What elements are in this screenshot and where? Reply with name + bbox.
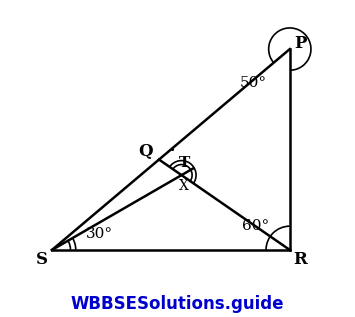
- Text: P: P: [294, 35, 307, 52]
- Text: 60°: 60°: [242, 219, 269, 233]
- Text: R: R: [294, 251, 307, 268]
- Text: X: X: [179, 179, 189, 193]
- Text: WBBSESolutions.guide: WBBSESolutions.guide: [71, 295, 284, 313]
- Text: S: S: [36, 251, 48, 268]
- Text: 50°: 50°: [239, 76, 266, 90]
- Text: Q: Q: [138, 143, 153, 160]
- Text: 30°: 30°: [86, 227, 113, 241]
- Text: T: T: [179, 156, 190, 170]
